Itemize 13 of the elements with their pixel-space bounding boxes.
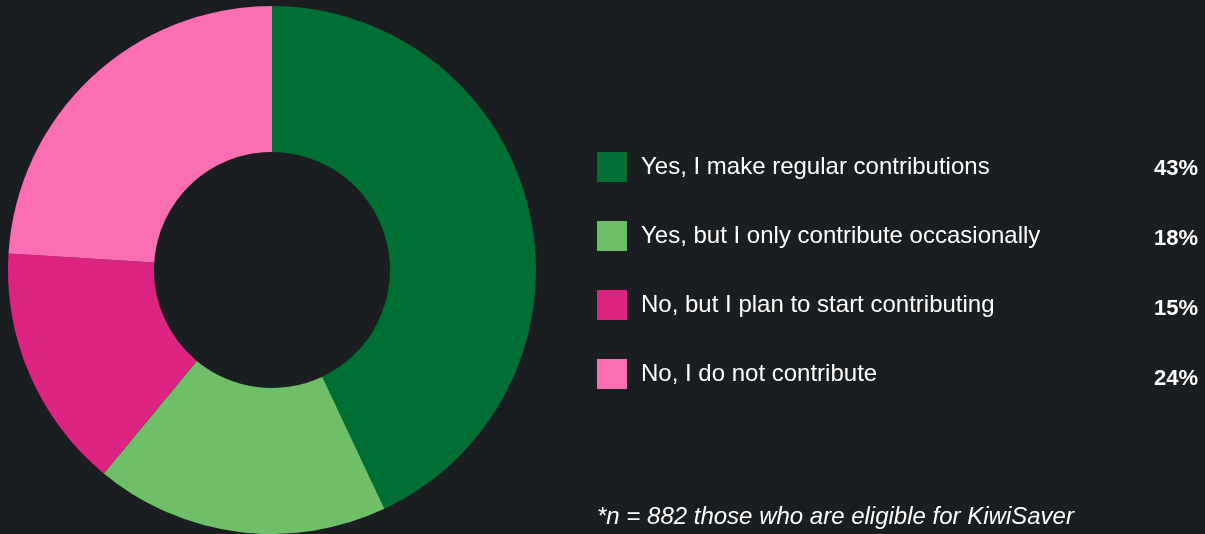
legend-label: Yes, but I only contribute occasionally bbox=[641, 221, 1041, 248]
donut-slice bbox=[8, 253, 197, 474]
legend-label: No, but I plan to start contributing bbox=[641, 290, 995, 317]
donut-slice bbox=[8, 6, 272, 263]
donut-slice bbox=[103, 360, 385, 534]
data-label: 18% bbox=[1153, 225, 1198, 250]
donut-slice bbox=[272, 6, 536, 509]
data-label: 24% bbox=[1153, 365, 1198, 390]
text: *n = 882 those who are eligible for KiwiSaver bbox=[597, 502, 1075, 529]
data-label: 15% bbox=[1153, 295, 1198, 320]
legend-label: No, I do not contribute bbox=[641, 359, 878, 386]
legend-label: Yes, I make regular contributions bbox=[641, 152, 990, 179]
data-label: 43% bbox=[1153, 155, 1198, 180]
